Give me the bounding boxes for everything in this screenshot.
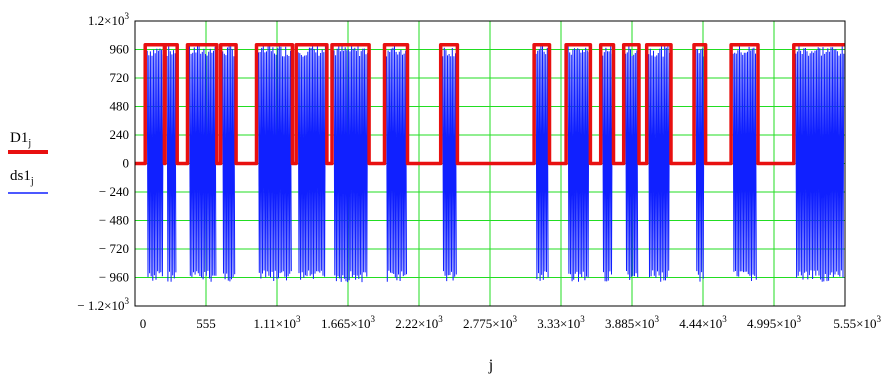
ds1-burst	[386, 45, 407, 282]
y-tick-label: 960	[110, 42, 130, 57]
ds1-burst	[625, 44, 639, 281]
ds1-burst	[146, 48, 164, 281]
x-tick-label: 3.33×103	[537, 314, 585, 331]
ds1-burst	[258, 44, 292, 282]
ds1-burst	[535, 45, 549, 281]
plot-frame	[134, 20, 846, 307]
ds1-burst	[333, 45, 369, 283]
series-ds1	[146, 44, 845, 283]
x-axis-ticks: 0 555 1.11×103 1.665×103 2.22×103 2.775×103 3.…	[140, 314, 882, 331]
ds1-burst	[567, 45, 590, 282]
legend-label-ds1: ds1j	[10, 168, 34, 187]
x-tick-label: 4.44×103	[679, 314, 727, 331]
ds1-burst	[297, 45, 326, 280]
ds1-burst	[189, 44, 217, 282]
x-tick-label: 555	[196, 316, 216, 331]
y-axis-ticks: 1.2×103 960 720 480 240 0 − 240 − 480 − 720 − 960…	[77, 11, 129, 313]
y-tick-label: 240	[110, 127, 130, 142]
ds1-burst	[222, 45, 236, 282]
ds1-burst	[695, 48, 705, 282]
y-tick-label: 0	[123, 156, 130, 171]
x-tick-label: 3.885×103	[605, 314, 660, 331]
ds1-burst	[602, 46, 613, 282]
x-tick-label: 2.22×103	[395, 314, 443, 331]
ds1-burst	[442, 47, 457, 282]
y-tick-label: 480	[110, 99, 130, 114]
y-tick-label: 720	[110, 70, 130, 85]
ds1-burst	[732, 45, 757, 282]
y-tick-label: − 720	[99, 241, 129, 256]
series-d1	[135, 43, 845, 166]
y-tick-label: 1.2×103	[88, 11, 130, 28]
ds1-burst	[166, 45, 177, 282]
x-tick-label: 4.995×103	[747, 314, 802, 331]
x-tick-label: 1.11×103	[253, 314, 301, 331]
legend: D1j ds1j	[8, 130, 48, 194]
ds1-burst	[648, 44, 670, 282]
y-tick-label: − 480	[99, 213, 129, 228]
y-tick-label: − 1.2×103	[77, 296, 129, 313]
x-tick-label: 5.55×103	[833, 314, 881, 331]
d1-line	[135, 43, 845, 166]
x-tick-label: 1.665×103	[321, 314, 376, 331]
ds1-burst	[795, 44, 845, 282]
x-axis-label: j	[488, 357, 493, 374]
legend-label-d1: D1j	[10, 130, 31, 149]
y-tick-label: − 240	[99, 184, 129, 199]
x-tick-label: 0	[140, 316, 147, 331]
y-tick-label: − 960	[99, 270, 129, 285]
x-tick-label: 2.775×103	[463, 314, 518, 331]
